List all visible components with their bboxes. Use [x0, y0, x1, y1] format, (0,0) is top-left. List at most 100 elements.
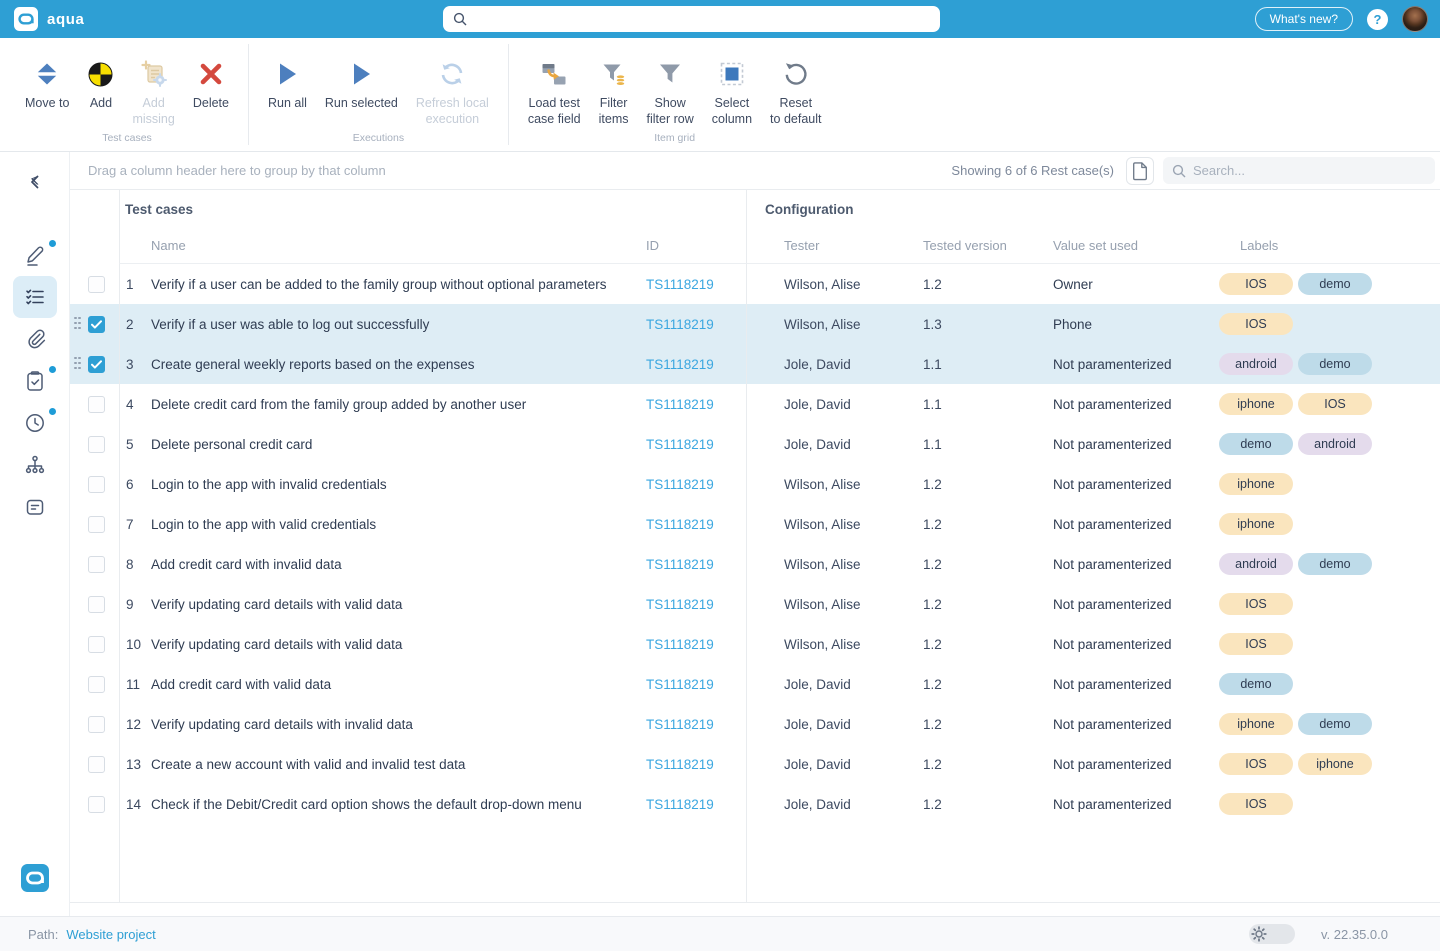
notification-dot [49, 240, 56, 247]
ribbon-group-test-cases: Move to Add Add missing Delete Test case… [6, 38, 248, 151]
label-tag: android [1219, 553, 1293, 575]
table-row[interactable]: 1 Verify if a user can be added to the f… [70, 264, 1440, 304]
tested-version-cell: 1.1 [886, 384, 1016, 424]
table-row[interactable]: 9 Verify updating card details with vali… [70, 584, 1440, 624]
test-case-id-link[interactable]: TS1118219 [646, 757, 714, 772]
column-header-tester[interactable]: Tester [746, 228, 886, 264]
reset-icon [783, 60, 809, 88]
row-checkbox[interactable] [88, 316, 105, 333]
column-header-value-set[interactable]: Value set used [1016, 228, 1203, 264]
row-checkbox[interactable] [88, 756, 105, 773]
drag-handle-icon[interactable] [74, 317, 82, 332]
reset-to-default-button[interactable]: Reset to default [761, 60, 830, 128]
drag-handle-icon[interactable] [74, 357, 82, 372]
run-all-button[interactable]: Run all [259, 60, 316, 111]
test-case-id-link[interactable]: TS1118219 [646, 397, 714, 412]
test-case-id-link[interactable]: TS1118219 [646, 517, 714, 532]
user-avatar[interactable] [1402, 6, 1428, 32]
run-selected-button[interactable]: Run selected [316, 60, 407, 111]
test-case-name: Verify updating card details with valid … [151, 584, 628, 624]
load-test-case-field-button[interactable]: Load test case field [519, 60, 590, 128]
test-case-id-link[interactable]: TS1118219 [646, 317, 714, 332]
filter-items-button[interactable]: Filter items [590, 60, 638, 128]
column-header-name[interactable]: Name [151, 228, 628, 264]
labels-cell: IOS [1203, 784, 1440, 824]
note-icon [24, 496, 46, 518]
row-checkbox[interactable] [88, 796, 105, 813]
sidebar-item-test-cases[interactable] [13, 276, 57, 318]
sidebar-item-edit[interactable] [13, 234, 57, 276]
row-checkbox[interactable] [88, 636, 105, 653]
row-number: 9 [119, 584, 151, 624]
sidebar-item-tasks[interactable] [13, 360, 57, 402]
table-row[interactable]: 14 Check if the Debit/Credit card option… [70, 784, 1440, 824]
column-header-labels[interactable]: Labels [1203, 228, 1440, 264]
sidebar-item-hierarchy[interactable] [13, 444, 57, 486]
table-row[interactable]: 3 Create general weekly reports based on… [70, 344, 1440, 384]
settings-toggle[interactable] [1249, 924, 1295, 944]
test-case-id-link[interactable]: TS1118219 [646, 677, 714, 692]
add-missing-button[interactable]: Add missing [123, 60, 183, 128]
test-case-id-link[interactable]: TS1118219 [646, 477, 714, 492]
table-row[interactable]: 7 Login to the app with valid credential… [70, 504, 1440, 544]
row-checkbox[interactable] [88, 716, 105, 733]
delete-button[interactable]: Delete [184, 60, 238, 111]
group-by-hint[interactable]: Drag a column header here to group by th… [88, 163, 951, 178]
copy-button[interactable] [1126, 157, 1154, 185]
row-checkbox[interactable] [88, 476, 105, 493]
move-to-button[interactable]: Move to [16, 60, 78, 111]
row-checkbox[interactable] [88, 436, 105, 453]
label-tag: IOS [1219, 273, 1293, 295]
test-case-id-link[interactable]: TS1118219 [646, 557, 714, 572]
refresh-local-execution-button[interactable]: Refresh local execution [407, 60, 498, 128]
row-number: 12 [119, 704, 151, 744]
label-tag: iphone [1219, 513, 1293, 535]
sidebar-collapse-button[interactable] [21, 168, 49, 196]
row-checkbox[interactable] [88, 676, 105, 693]
table-row[interactable]: 2 Verify if a user was able to log out s… [70, 304, 1440, 344]
add-button[interactable]: Add [78, 60, 123, 111]
test-case-id-link[interactable]: TS1118219 [646, 357, 714, 372]
sidebar-item-attachments[interactable] [13, 318, 57, 360]
test-case-id-link[interactable]: TS1118219 [646, 797, 714, 812]
row-checkbox[interactable] [88, 516, 105, 533]
tested-version-cell: 1.2 [886, 704, 1016, 744]
global-search-input[interactable] [474, 12, 930, 27]
help-button[interactable]: ? [1367, 9, 1388, 30]
column-header-tested-version[interactable]: Tested version [886, 228, 1016, 264]
label-tag: IOS [1219, 593, 1293, 615]
tested-version-cell: 1.3 [886, 304, 1016, 344]
labels-cell: IOS [1203, 304, 1440, 344]
whats-new-button[interactable]: What's new? [1255, 7, 1353, 31]
table-row[interactable]: 13 Create a new account with valid and i… [70, 744, 1440, 784]
row-checkbox[interactable] [88, 276, 105, 293]
row-checkbox[interactable] [88, 556, 105, 573]
table-row[interactable]: 4 Delete credit card from the family gro… [70, 384, 1440, 424]
select-column-button[interactable]: Select column [703, 60, 761, 128]
test-case-id-link[interactable]: TS1118219 [646, 717, 714, 732]
test-case-id-link[interactable]: TS1118219 [646, 637, 714, 652]
table-row[interactable]: 12 Verify updating card details with inv… [70, 704, 1440, 744]
test-case-id-link[interactable]: TS1118219 [646, 597, 714, 612]
show-filter-row-button[interactable]: Show filter row [638, 60, 703, 128]
showing-count: Showing 6 of 6 Rest case(s) [951, 163, 1114, 178]
row-checkbox[interactable] [88, 396, 105, 413]
column-header-id[interactable]: ID [628, 228, 746, 264]
table-row[interactable]: 6 Login to the app with invalid credenti… [70, 464, 1440, 504]
grid-search-input[interactable] [1193, 163, 1426, 178]
row-checkbox[interactable] [88, 596, 105, 613]
table-row[interactable]: 10 Verify updating card details with val… [70, 624, 1440, 664]
group-label-item-grid: Item grid [509, 132, 841, 144]
table-row[interactable]: 11 Add credit card with valid data TS111… [70, 664, 1440, 704]
sidebar-item-notes[interactable] [13, 486, 57, 528]
table-row[interactable]: 5 Delete personal credit card TS1118219 … [70, 424, 1440, 464]
test-case-id-link[interactable]: TS1118219 [646, 277, 714, 292]
sidebar-item-history[interactable] [13, 402, 57, 444]
path-project-link[interactable]: Website project [66, 927, 155, 942]
row-checkbox[interactable] [88, 356, 105, 373]
test-case-id-link[interactable]: TS1118219 [646, 437, 714, 452]
group-label-executions: Executions [249, 132, 508, 144]
value-set-cell: Not paramenterized [1016, 784, 1203, 824]
table-row[interactable]: 8 Add credit card with invalid data TS11… [70, 544, 1440, 584]
tester-cell: Wilson, Alise [746, 544, 886, 584]
